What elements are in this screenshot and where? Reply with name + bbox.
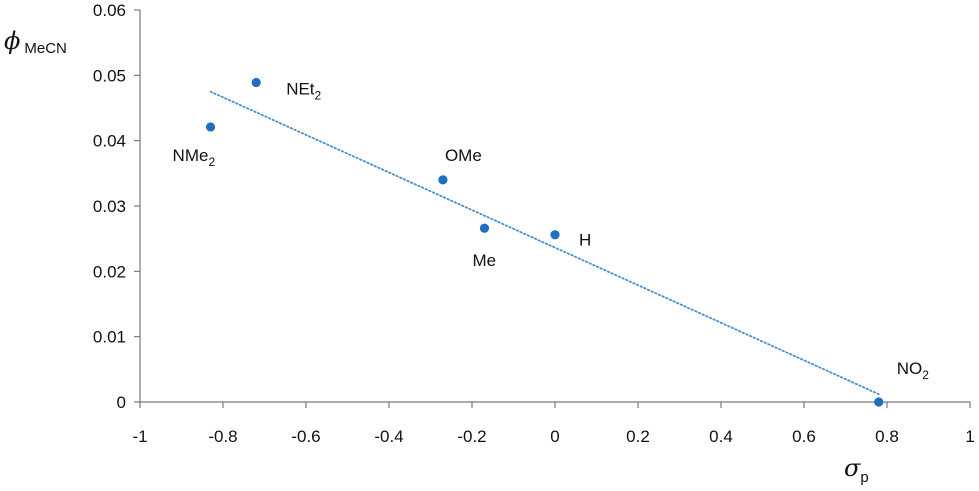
- x-axis-title: σp: [844, 454, 869, 486]
- trendline-group: [209, 90, 880, 396]
- x-axis-symbol: σ: [844, 454, 861, 482]
- point-label: H: [579, 231, 591, 250]
- x-tick-label: -1: [132, 427, 147, 446]
- x-tick-label: 0.2: [626, 427, 650, 446]
- data-point: [205, 122, 216, 132]
- x-tick-label: -0.2: [457, 427, 486, 446]
- point-label: OMe: [445, 146, 482, 165]
- point-label: NMe2: [173, 146, 216, 169]
- data-points: [205, 77, 884, 407]
- x-tick-label: 0.6: [792, 427, 816, 446]
- x-tick-label: 0: [550, 427, 559, 446]
- data-point: [550, 230, 560, 240]
- axes: [139, 10, 970, 403]
- ticks: -1 -0.8 -0.6 -0.4 -0.2 0 0.2 0.4 0.6 0.8 1 0 0.01 0.0…: [93, 1, 975, 446]
- y-axis-symbol: ϕ: [4, 27, 20, 55]
- y-axis-subscript: MeCN: [24, 40, 67, 57]
- data-point: [874, 397, 884, 407]
- x-axis-subscript: p: [860, 469, 868, 486]
- point-label: NO2: [897, 359, 930, 382]
- point-label: NEt2: [286, 80, 321, 103]
- x-tick-label: -0.4: [374, 427, 403, 446]
- data-point: [251, 77, 261, 88]
- y-tick-label: 0.05: [93, 66, 126, 85]
- y-tick-label: 0.04: [93, 132, 126, 151]
- data-point: [438, 175, 448, 185]
- point-labels: NEt2 NMe2 OMe Me H NO2: [173, 80, 930, 382]
- x-tick-label: 0.4: [709, 427, 733, 446]
- y-tick-label: 0.01: [93, 328, 126, 347]
- x-tick-label: 1: [965, 427, 974, 446]
- trendline: [209, 90, 880, 396]
- data-point: [479, 223, 490, 233]
- x-tick-label: 0.8: [875, 427, 899, 446]
- y-tick-label: 0.02: [93, 262, 126, 281]
- x-tick-label: -0.6: [291, 427, 320, 446]
- y-tick-label: 0.06: [93, 1, 126, 20]
- point-label: Me: [472, 251, 496, 270]
- y-tick-label: 0.03: [93, 197, 126, 216]
- y-tick-label: 0: [117, 393, 126, 412]
- x-tick-label: -0.8: [208, 427, 237, 446]
- y-axis-title: ϕ MeCN: [4, 27, 67, 57]
